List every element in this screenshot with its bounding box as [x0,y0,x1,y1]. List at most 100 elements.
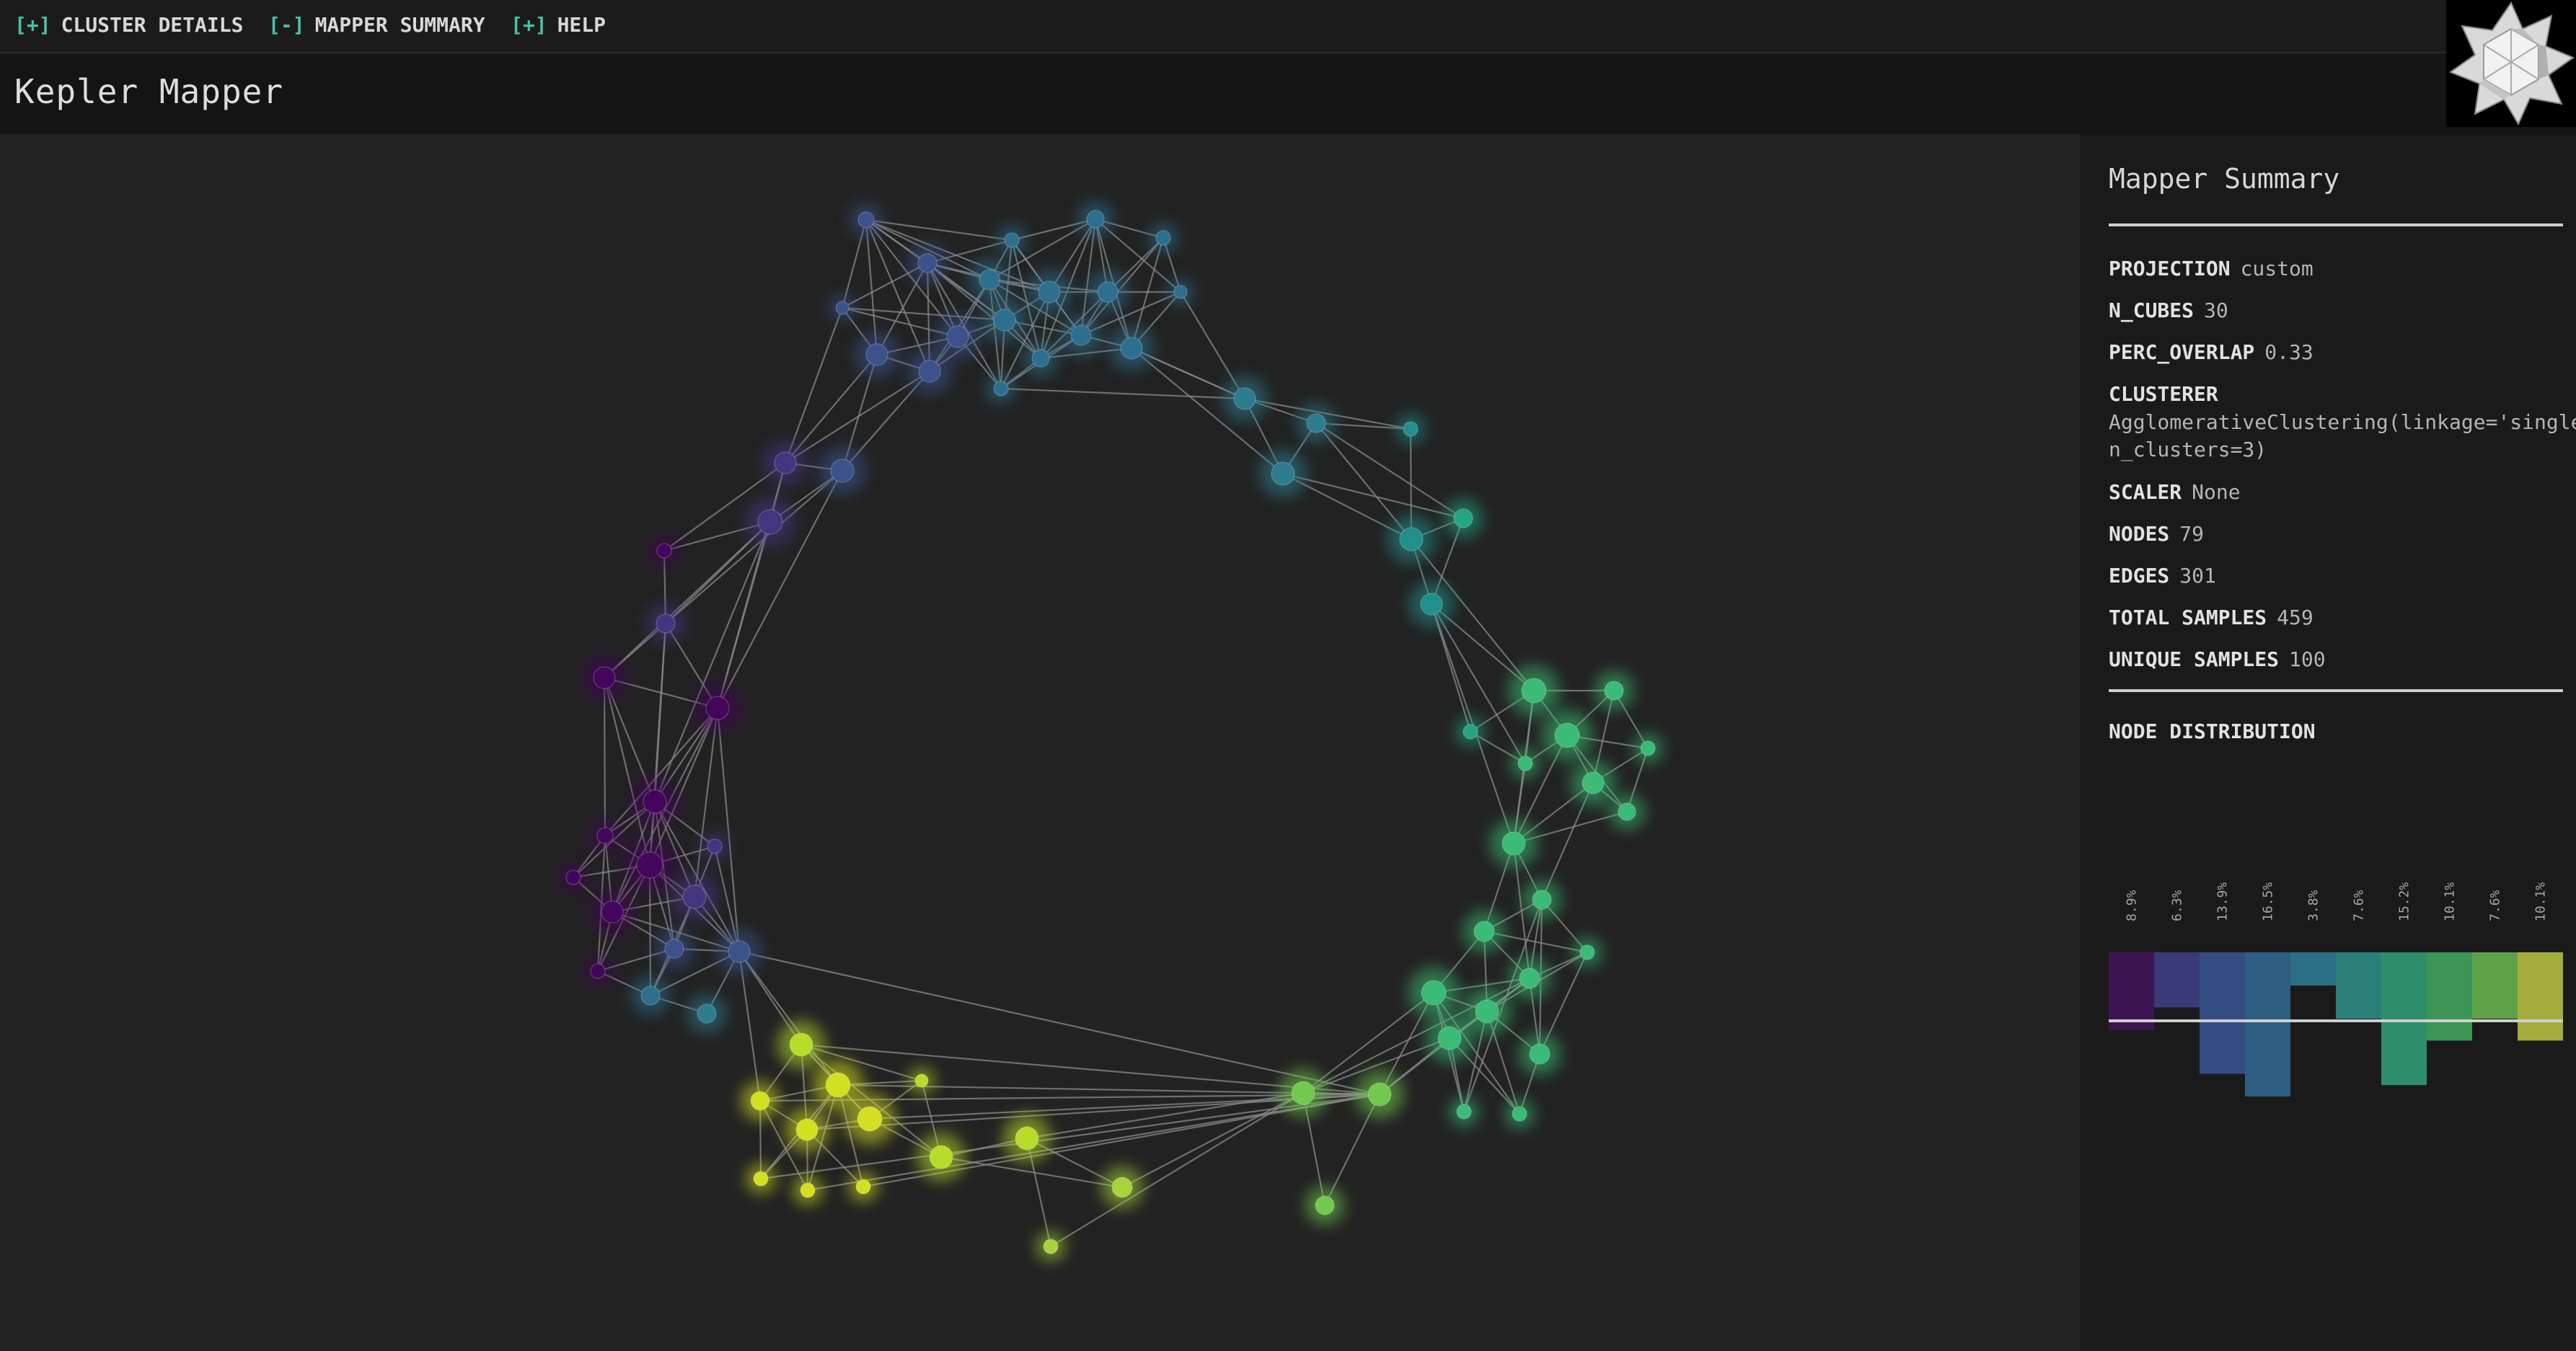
graph-node[interactable] [728,940,751,963]
prop-scaler: SCALER None [2109,480,2241,504]
prop-nodes-value: 79 [2179,522,2205,546]
graph-node[interactable] [656,614,676,634]
graph-node[interactable] [993,309,1016,332]
graph-node[interactable] [1367,1082,1392,1107]
mapper-summary-toggle[interactable]: [-] MAPPER SUMMARY [268,13,485,37]
graph-node[interactable] [1038,280,1061,304]
graph-node[interactable] [1512,1106,1527,1122]
graph-node[interactable] [800,1182,816,1198]
graph-node[interactable] [1604,681,1624,701]
graph-node[interactable] [1579,944,1595,960]
graph-node[interactable] [1271,461,1295,486]
graph-node[interactable] [1453,508,1473,528]
graph-node[interactable] [1456,1104,1472,1120]
graph-node[interactable] [682,885,707,909]
graph-node[interactable] [1517,756,1533,771]
graph-node[interactable] [914,1073,929,1088]
graph-node[interactable] [1554,722,1580,748]
graph-node[interactable] [593,666,616,689]
graph-node[interactable] [795,1118,819,1141]
polyhedron-logo-graphic [2448,1,2575,126]
prop-n-cubes-key: N_CUBES [2109,298,2195,322]
graph-node[interactable] [1306,413,1326,433]
graph-node[interactable] [750,1091,770,1111]
graph-node[interactable] [1097,281,1119,303]
graph-node[interactable] [1421,980,1447,1006]
prop-n-cubes-value: 30 [2204,298,2228,322]
graph-node[interactable] [697,1004,717,1024]
graph-node[interactable] [1173,285,1188,299]
graph-node[interactable] [929,1145,953,1169]
graph-node[interactable] [757,509,783,535]
graph-node[interactable] [596,827,614,844]
distribution-label: 15.2% [2397,882,2412,921]
graph-node[interactable] [753,1171,769,1187]
graph-node[interactable] [707,838,723,854]
cluster-details-toggle[interactable]: [+] CLUSTER DETAILS [14,13,243,37]
graph-node[interactable] [865,343,888,366]
graph-node[interactable] [1529,1043,1551,1065]
help-toggle[interactable]: [+] HELP [511,13,606,37]
graph-edge [1411,539,1535,691]
graph-node[interactable] [565,869,581,885]
graph-node[interactable] [1399,527,1424,552]
graph-node[interactable] [774,451,797,474]
graph-node[interactable] [825,1072,851,1098]
graph-node[interactable] [1521,678,1547,704]
prop-projection-key: PROJECTION [2109,257,2231,280]
graph-node[interactable] [1403,421,1419,437]
graph-edge [865,218,1050,293]
graph-node[interactable] [705,696,730,720]
graph-node[interactable] [1111,1177,1133,1198]
graph-node[interactable] [1463,724,1478,740]
graph-node[interactable] [601,900,624,923]
graph-node[interactable] [1640,740,1656,756]
graph-nodes[interactable] [565,210,1656,1254]
graph-node[interactable] [636,851,663,879]
graph-node[interactable] [835,301,850,315]
graph-node[interactable] [1519,967,1540,989]
graph-node[interactable] [590,963,606,979]
graph-node[interactable] [1155,230,1171,246]
distribution-label: 7.6% [2352,890,2367,921]
summary-divider-top [2109,223,2563,226]
graph-node[interactable] [1291,1081,1315,1105]
graph-node[interactable] [1473,921,1495,942]
graph-node[interactable] [664,939,684,959]
graph-node[interactable] [643,789,667,814]
graph-node[interactable] [1043,1239,1059,1254]
graph-node[interactable] [1315,1195,1335,1215]
graph-node[interactable] [946,325,969,348]
graph-node[interactable] [1086,210,1105,229]
graph-node[interactable] [830,459,855,483]
graph-node[interactable] [1120,337,1143,360]
mapper-summary-label: MAPPER SUMMARY [314,13,485,37]
graph-node[interactable] [1233,387,1256,410]
graph-node[interactable] [789,1032,813,1057]
graph-node[interactable] [1618,802,1636,821]
graph-node[interactable] [1501,831,1526,856]
graph-node[interactable] [857,211,875,229]
graph-node[interactable] [1070,324,1092,346]
mapper-graph[interactable] [0,134,2080,1351]
graph-node[interactable] [1437,1026,1462,1050]
graph-node[interactable] [640,985,661,1006]
graph-node[interactable] [979,269,1000,291]
graph-node[interactable] [857,1106,883,1132]
graph-node[interactable] [917,253,938,273]
polyhedron-logo-icon[interactable] [2446,0,2576,127]
distribution-bar [2518,952,2563,1041]
graph-node[interactable] [1015,1126,1039,1151]
graph-node[interactable] [1004,232,1020,248]
graph-node[interactable] [1475,999,1499,1024]
graph-node[interactable] [1420,593,1443,616]
graph-node[interactable] [1532,890,1552,910]
graph-node[interactable] [656,543,672,559]
distribution-bar [2336,952,2381,1019]
graph-node[interactable] [993,381,1009,397]
graph-node[interactable] [918,360,941,383]
prop-clusterer-value-line1: AgglomerativeClustering(linkage='single' [2109,410,2576,434]
graph-node[interactable] [1582,771,1605,794]
graph-node[interactable] [1031,349,1050,368]
graph-node[interactable] [855,1179,871,1195]
